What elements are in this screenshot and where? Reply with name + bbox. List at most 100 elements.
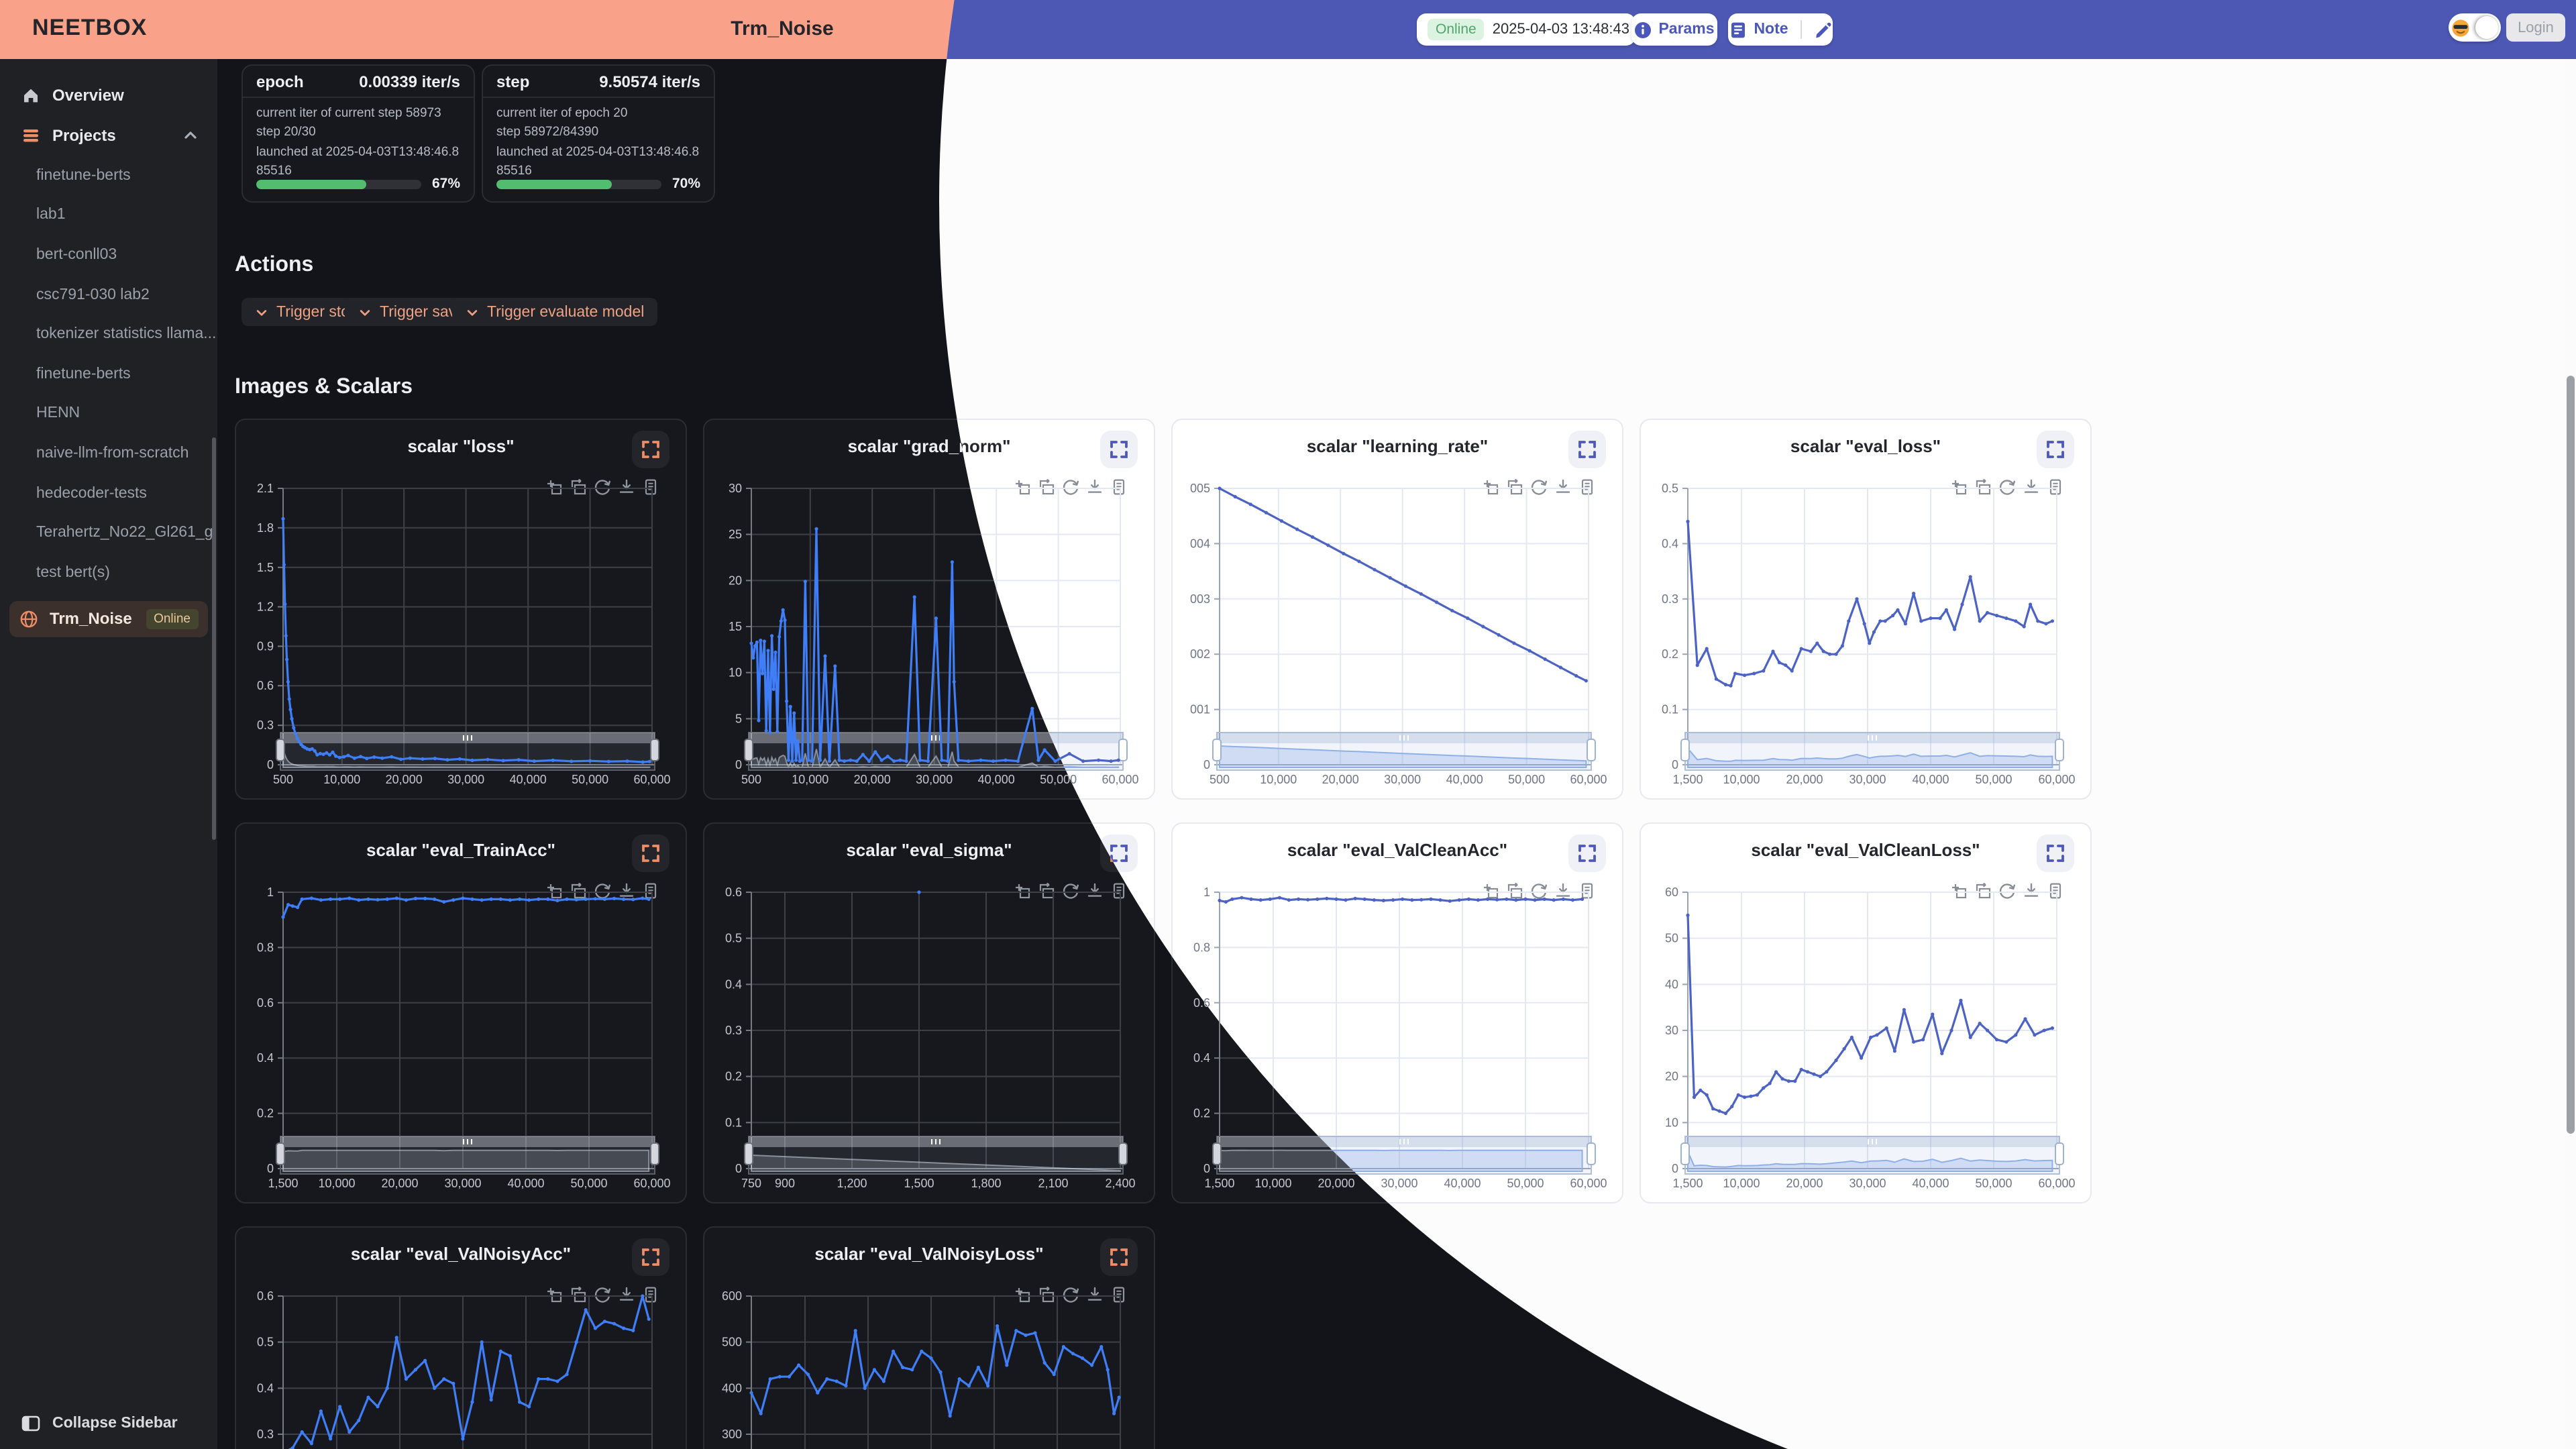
datazoom-handle-right[interactable] xyxy=(1118,1142,1128,1165)
datazoom-handle-left[interactable] xyxy=(276,739,285,761)
zoom-select-icon[interactable] xyxy=(1014,883,1030,899)
zoom-select-icon[interactable] xyxy=(546,1287,562,1303)
zoom-reset-icon[interactable] xyxy=(570,479,586,495)
zoom-reset-icon[interactable] xyxy=(1038,1287,1055,1303)
chart-plot[interactable]: 1 0.8 0.6 0.4 0.2 0 1,500 10,000 20,000 30,000 40,… xyxy=(236,872,688,1212)
zoom-reset-icon[interactable] xyxy=(570,1287,586,1303)
data-point xyxy=(1821,649,1825,653)
datazoom-handle-left[interactable] xyxy=(744,739,753,761)
fullscreen-button[interactable] xyxy=(2037,835,2074,872)
data-view-icon[interactable] xyxy=(643,479,659,495)
zoom-select-icon[interactable] xyxy=(1483,479,1499,495)
datazoom-handle-left[interactable] xyxy=(1212,739,1222,761)
sidebar-item-overview[interactable]: Overview xyxy=(0,75,217,115)
datazoom-handle-right[interactable] xyxy=(650,1142,659,1165)
sidebar-project-item[interactable]: bert-conll03 xyxy=(36,246,117,263)
zoom-reset-icon[interactable] xyxy=(1038,479,1055,495)
chart-plot[interactable]: 60050040030020010001,50010,00020,00030,0… xyxy=(704,1276,1157,1449)
edit-note-icon[interactable] xyxy=(1814,21,1831,38)
datazoom-handle-right[interactable] xyxy=(2055,1142,2064,1165)
chart-canvas[interactable]: 1 0.8 0.6 0.4 0.2 0 1,500 10,000 20,000 30,000 40,… xyxy=(236,872,688,1205)
sidebar-project-item[interactable]: csc791-030 lab2 xyxy=(36,286,150,303)
sidebar-project-item[interactable]: tokenizer statistics llama... xyxy=(36,326,217,343)
fullscreen-button[interactable] xyxy=(1568,431,1606,468)
datazoom-handle-left[interactable] xyxy=(1212,1142,1222,1165)
chart-canvas[interactable]: 60050040030020010001,50010,00020,00030,0… xyxy=(704,1276,1157,1449)
datazoom-handle-right[interactable] xyxy=(650,739,659,761)
page-scrollbar[interactable] xyxy=(2565,59,2576,1449)
chart-canvas[interactable]: 0.6 0.5 0.4 0.3 0.2 0.1 0 750 900 1,200 1,500 1,800… xyxy=(704,872,1157,1205)
datazoom-handle-left[interactable] xyxy=(744,1142,753,1165)
sidebar-project-item[interactable]: naive-llm-from-scratch xyxy=(36,445,189,462)
zoom-select-icon[interactable] xyxy=(1951,479,1967,495)
zoom-reset-icon[interactable] xyxy=(1975,883,1991,899)
chart-plot[interactable]: 60 50 40 30 20 10 0 1,500 10,000 20,000 30,000 40,0… xyxy=(1641,872,2093,1212)
x-tick-label: 1,500 xyxy=(1672,773,1703,786)
fullscreen-button[interactable] xyxy=(1100,431,1138,468)
fullscreen-button[interactable] xyxy=(2037,431,2074,468)
zoom-select-icon[interactable] xyxy=(1483,883,1499,899)
zoom-select-icon[interactable] xyxy=(1951,883,1967,899)
datazoom-handle-right[interactable] xyxy=(1587,739,1596,761)
zoom-select-icon[interactable] xyxy=(1014,1287,1030,1303)
data-view-icon[interactable] xyxy=(2047,883,2063,899)
chart-plot[interactable]: 0.6 0.5 0.4 0.3 0.2 0.1 0 750 900 1,200 1,500 1,800… xyxy=(704,872,1157,1212)
login-button[interactable]: Login xyxy=(2506,13,2565,42)
zoom-select-icon[interactable] xyxy=(1014,479,1030,495)
data-view-icon[interactable] xyxy=(643,883,659,899)
sidebar-project-item[interactable]: lab1 xyxy=(36,207,66,223)
sidebar-project-item-active[interactable]: Trm_Noise Online xyxy=(9,600,208,637)
sidebar-project-item[interactable]: finetune-berts xyxy=(36,167,131,184)
run-status-dropdown[interactable]: Online 2025-04-03 13:48:43 xyxy=(1417,13,1652,46)
chart-plot[interactable]: 0.5 0.4 0.3 0.2 0.1 0 1,500 10,000 20,000 30,000 4… xyxy=(1641,468,2093,808)
chart-canvas[interactable]: 0.60.50.40.30.20.101,50010,00020,00030,0… xyxy=(236,1276,688,1449)
datazoom-handle-right[interactable] xyxy=(1587,1142,1596,1165)
theme-toggle[interactable] xyxy=(2449,13,2501,42)
data-view-icon[interactable] xyxy=(2047,479,2063,495)
collapse-sidebar-button[interactable]: Collapse Sidebar xyxy=(21,1414,178,1433)
data-view-icon[interactable] xyxy=(1579,883,1595,899)
datazoom-handle-right[interactable] xyxy=(1118,739,1128,761)
sidebar-project-item[interactable]: HENN xyxy=(36,405,80,422)
sidebar-project-item[interactable]: test bert(s) xyxy=(36,564,110,581)
chart-plot[interactable]: 0.60.50.40.30.20.101,50010,00020,00030,0… xyxy=(236,1276,688,1449)
sidebar-project-item[interactable]: hedecoder-tests xyxy=(36,485,147,502)
chart-canvas[interactable]: 2.1 1.8 1.5 1.2 0.9 0.6 0.3 0 500 10,000 20,000 30,… xyxy=(236,468,688,801)
zoom-select-icon[interactable] xyxy=(546,883,562,899)
fullscreen-button[interactable] xyxy=(632,835,669,872)
datazoom-handle-left[interactable] xyxy=(1680,739,1690,761)
note-label[interactable]: Note xyxy=(1754,21,1788,38)
data-point xyxy=(1512,641,1516,645)
fullscreen-button[interactable] xyxy=(1100,1238,1138,1276)
zoom-select-icon[interactable] xyxy=(546,479,562,495)
datazoom-handle-right[interactable] xyxy=(2055,739,2064,761)
sidebar-project-item[interactable]: Terahertz_No22_Gl261_gl... xyxy=(36,525,217,541)
data-view-icon[interactable] xyxy=(1111,1287,1127,1303)
zoom-reset-icon[interactable] xyxy=(1507,479,1523,495)
params-button[interactable]: Params xyxy=(1631,13,1717,46)
fullscreen-button[interactable] xyxy=(632,1238,669,1276)
fullscreen-button[interactable] xyxy=(632,431,669,468)
data-view-icon[interactable] xyxy=(1579,479,1595,495)
page-scrollbar-thumb[interactable] xyxy=(2567,376,2575,1134)
data-view-icon[interactable] xyxy=(643,1287,659,1303)
zoom-reset-icon[interactable] xyxy=(1975,479,1991,495)
fullscreen-button[interactable] xyxy=(1568,835,1606,872)
sidebar-item-projects[interactable]: Projects xyxy=(0,115,217,156)
chart-canvas[interactable]: 60 50 40 30 20 10 0 1,500 10,000 20,000 30,000 40,0… xyxy=(1641,872,2093,1205)
sidebar-project-item[interactable]: finetune-berts xyxy=(36,366,131,382)
sidebar-scrollbar-thumb[interactable] xyxy=(212,437,216,840)
data-view-icon[interactable] xyxy=(1111,883,1127,899)
zoom-reset-icon[interactable] xyxy=(1507,883,1523,899)
data-point xyxy=(991,759,996,763)
chart-canvas[interactable]: 0.5 0.4 0.3 0.2 0.1 0 1,500 10,000 20,000 30,000 4… xyxy=(1641,468,2093,801)
zoom-reset-icon[interactable] xyxy=(570,883,586,899)
data-point xyxy=(1768,1081,1772,1085)
data-view-icon[interactable] xyxy=(1111,479,1127,495)
chart-plot[interactable]: 2.1 1.8 1.5 1.2 0.9 0.6 0.3 0 500 10,000 20,000 30,… xyxy=(236,468,688,808)
datazoom-handle-left[interactable] xyxy=(276,1142,285,1165)
action-button[interactable]: Trigger evaluate model xyxy=(452,298,658,326)
datazoom-handle-left[interactable] xyxy=(1680,1142,1690,1165)
